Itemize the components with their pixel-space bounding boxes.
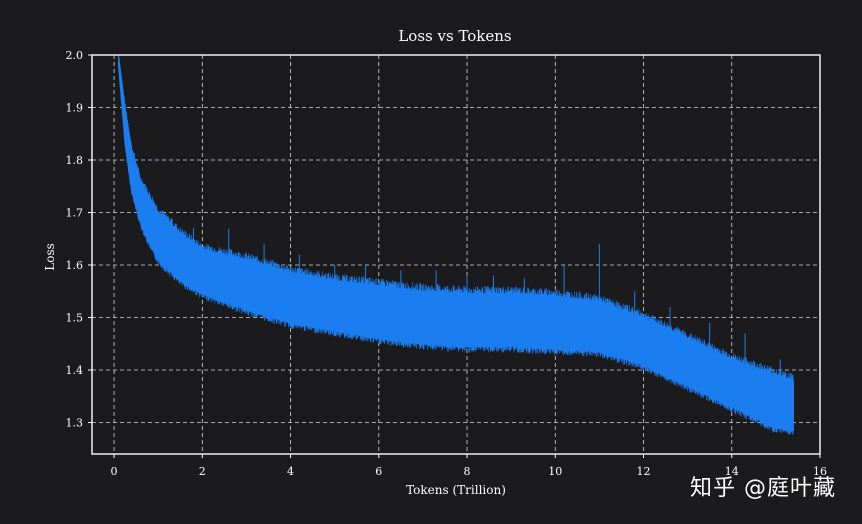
x-tick-label: 0 xyxy=(111,465,118,478)
x-tick-label: 14 xyxy=(725,465,739,478)
x-tick-label: 2 xyxy=(199,465,206,478)
y-tick-label: 1.5 xyxy=(66,312,84,325)
y-axis-label: Loss xyxy=(43,243,57,271)
x-tick-label: 8 xyxy=(464,465,471,478)
x-tick-label: 16 xyxy=(813,465,827,478)
y-tick-label: 1.9 xyxy=(66,102,84,115)
x-tick-label: 12 xyxy=(637,465,651,478)
y-tick-label: 1.7 xyxy=(66,207,84,220)
y-tick-label: 2.0 xyxy=(66,49,84,62)
y-tick-label: 1.6 xyxy=(66,259,84,272)
y-axis-ticks: 1.3 1.4 1.5 1.6 1.7 1.8 1.9 2.0 xyxy=(66,49,92,430)
y-tick-label: 1.3 xyxy=(66,417,84,430)
x-axis-ticks: 0 2 4 6 8 10 12 14 16 xyxy=(111,454,827,478)
y-tick-label: 1.4 xyxy=(66,364,84,377)
x-tick-label: 4 xyxy=(287,465,294,478)
y-tick-label: 1.8 xyxy=(66,154,84,167)
series-noise-0 xyxy=(118,55,794,435)
x-tick-label: 6 xyxy=(375,465,382,478)
x-axis-label: Tokens (Trillion) xyxy=(406,483,506,497)
x-tick-label: 10 xyxy=(548,465,562,478)
chart-title: Loss vs Tokens xyxy=(398,27,511,45)
watermark: 知乎 @庭叶藏 xyxy=(690,476,836,501)
series-layer xyxy=(118,54,794,435)
plot-frame xyxy=(91,54,821,455)
